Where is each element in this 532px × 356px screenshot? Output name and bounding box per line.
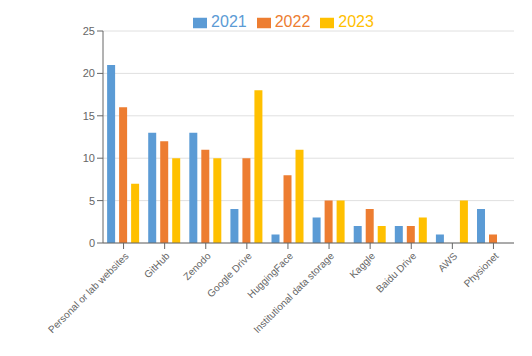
html-text:2023: 2023 [338,13,374,30]
svg-text:0: 0 [89,237,95,249]
svg-text:GitHub: GitHub [142,250,172,280]
svg-text:AWS: AWS [436,250,460,274]
svg-text:Google Drive: Google Drive [204,250,254,300]
svg-text:Personal or lab websites: Personal or lab websites [46,250,131,335]
svg-text:Institutional data storage: Institutional data storage [251,250,336,335]
svg-text:Physionet: Physionet [462,250,501,289]
html-text:2021: 2021 [211,13,247,30]
svg-text:Kaggle: Kaggle [347,250,377,280]
svg-text:5: 5 [89,195,95,207]
svg-text:20: 20 [83,67,95,79]
svg-text:Baidu Drive: Baidu Drive [374,250,419,295]
svg-text:HuggingFace: HuggingFace [245,250,295,301]
svg-text:25: 25 [83,25,95,37]
html-text:2022: 2022 [274,13,311,30]
svg-text:10: 10 [83,152,95,164]
svg-text:15: 15 [83,110,95,122]
svg-text:Zenodo: Zenodo [181,250,213,282]
